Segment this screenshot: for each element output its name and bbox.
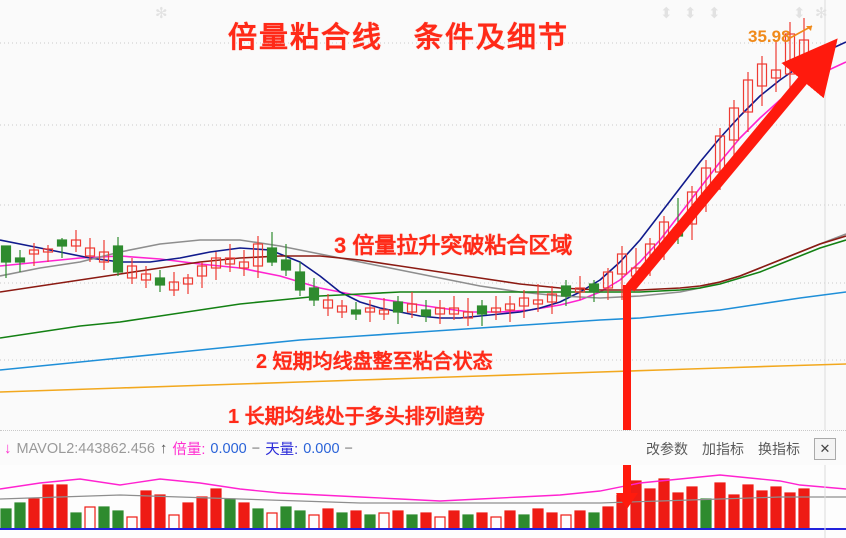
volume-bar-series xyxy=(0,478,810,530)
volume-link-arrow xyxy=(616,465,638,509)
arrow-up-icon: ↑ xyxy=(159,440,168,457)
annotation-1: 1 长期均线处于多头排列趋势 xyxy=(228,406,485,428)
price-chart-svg xyxy=(0,0,846,430)
page-title: 倍量粘合线 条件及细节 xyxy=(228,22,570,54)
moving-average-lines xyxy=(0,41,846,393)
mavol2-readout: MAVOL2:443862.456 xyxy=(16,440,155,457)
annotation-3: 3 倍量拉升突破粘合区域 xyxy=(334,233,573,258)
tianliang-label: 天量: xyxy=(265,442,299,458)
watermark-candle-icon: ⬍ xyxy=(708,5,721,22)
price-chart-panel[interactable]: ✻ ⬍ ⬍ ⬍ ⬍ ✻ 倍量粘合线 条件及细节 35.98 3 倍量拉升突破粘合… xyxy=(0,0,846,430)
beiliang-label: 倍量: xyxy=(172,442,206,458)
watermark-candle-icon: ⬍ xyxy=(793,5,806,22)
annotation-arrows xyxy=(623,25,838,430)
volume-chart-panel[interactable]: 头条@股侠论 xyxy=(0,465,846,538)
switch-indicator-button[interactable]: 换指标 xyxy=(758,440,800,457)
change-params-button[interactable]: 改参数 xyxy=(646,440,688,457)
annotation-2: 2 短期均线盘整至粘合状态 xyxy=(256,351,493,373)
watermark-candle-icon: ⬍ xyxy=(660,5,673,22)
tianliang-dash: − xyxy=(344,440,353,457)
indicator-status-bar[interactable]: ↓ MAVOL2:443862.456 ↑ 倍量: 0.000 − 天量: 0.… xyxy=(0,430,846,467)
add-indicator-button[interactable]: 加指标 xyxy=(702,440,744,457)
arrow-down-icon: ↓ xyxy=(4,440,12,457)
status-bar-left: ↓ MAVOL2:443862.456 ↑ 倍量: 0.000 − 天量: 0.… xyxy=(0,438,353,459)
watermark-dot-icon: ✻ xyxy=(155,5,168,22)
volume-chart-svg xyxy=(0,465,846,538)
price-label: 35.98 xyxy=(748,27,791,46)
price-gridlines xyxy=(0,42,846,361)
volume-ma-lines xyxy=(0,474,846,504)
close-icon[interactable]: ✕ xyxy=(814,437,836,460)
beiliang-dash: − xyxy=(251,440,261,457)
watermark-candle-icon: ⬍ xyxy=(684,5,697,22)
status-bar-toolbar: 改参数 加指标 换指标 ✕ xyxy=(646,437,846,460)
watermark-star-icon: ✻ xyxy=(815,5,828,22)
tianliang-value: 0.000 xyxy=(303,440,340,457)
beiliang-value: 0.000 xyxy=(210,440,247,457)
